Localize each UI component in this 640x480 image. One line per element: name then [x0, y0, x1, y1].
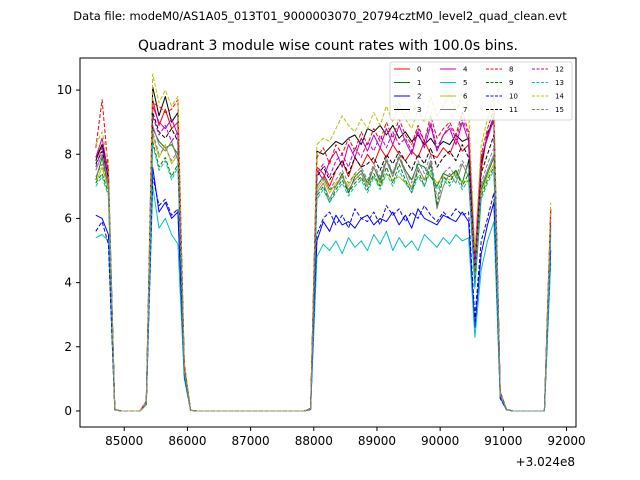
- x-tick-label: 91000: [484, 434, 522, 448]
- legend-box: [389, 61, 573, 121]
- y-axis: 0 2 4 6 8 10: [57, 83, 80, 418]
- x-tick-label: 87000: [232, 434, 270, 448]
- legend-label-2: 2: [417, 93, 421, 101]
- legend-label-5: 5: [463, 79, 467, 87]
- legend-label-12: 12: [555, 66, 564, 74]
- legend-label-6: 6: [463, 93, 468, 101]
- y-tick-label: 2: [64, 340, 72, 354]
- series-line-12: [95, 115, 552, 412]
- legend-label-0: 0: [417, 66, 421, 74]
- series-line-15: [95, 131, 552, 412]
- series-line-10: [95, 176, 552, 412]
- legend-label-7: 7: [463, 106, 467, 114]
- suptitle: Data file: modeM0/AS1A05_013T01_90000030…: [73, 9, 567, 23]
- legend-label-1: 1: [417, 79, 421, 87]
- series-line-14: [95, 73, 552, 412]
- series-line-13: [95, 144, 552, 412]
- series-line-5: [95, 185, 552, 412]
- legend-label-14: 14: [555, 93, 564, 101]
- x-tick-label: 86000: [168, 434, 206, 448]
- legend-label-13: 13: [555, 79, 564, 87]
- y-tick-label: 10: [57, 83, 72, 97]
- y-tick-label: 0: [64, 404, 72, 418]
- legend-label-8: 8: [509, 66, 513, 74]
- legend-label-9: 9: [509, 79, 513, 87]
- series-line-11: [95, 112, 552, 412]
- chart-title: Quadrant 3 module wise count rates with …: [138, 38, 518, 54]
- x-tick-label: 92000: [547, 434, 585, 448]
- legend-label-11: 11: [509, 106, 518, 114]
- series-line-2: [95, 166, 552, 412]
- legend-label-3: 3: [417, 106, 421, 114]
- axes-frame: [79, 57, 577, 428]
- x-axis: 85000 86000 87000 88000 89000 90000 91000 92000: [105, 427, 586, 448]
- legend-label-10: 10: [509, 93, 518, 101]
- y-tick-label: 8: [64, 147, 72, 161]
- legend-label-15: 15: [555, 106, 564, 114]
- x-tick-label: 89000: [358, 434, 396, 448]
- x-offset-label: +3.024e8: [516, 455, 575, 469]
- plot-area: [95, 73, 552, 412]
- x-tick-label: 88000: [295, 434, 333, 448]
- x-tick-label: 85000: [105, 434, 143, 448]
- y-tick-label: 6: [64, 211, 72, 225]
- x-tick-label: 90000: [421, 434, 459, 448]
- y-tick-label: 4: [64, 276, 72, 290]
- legend-label-4: 4: [463, 66, 468, 74]
